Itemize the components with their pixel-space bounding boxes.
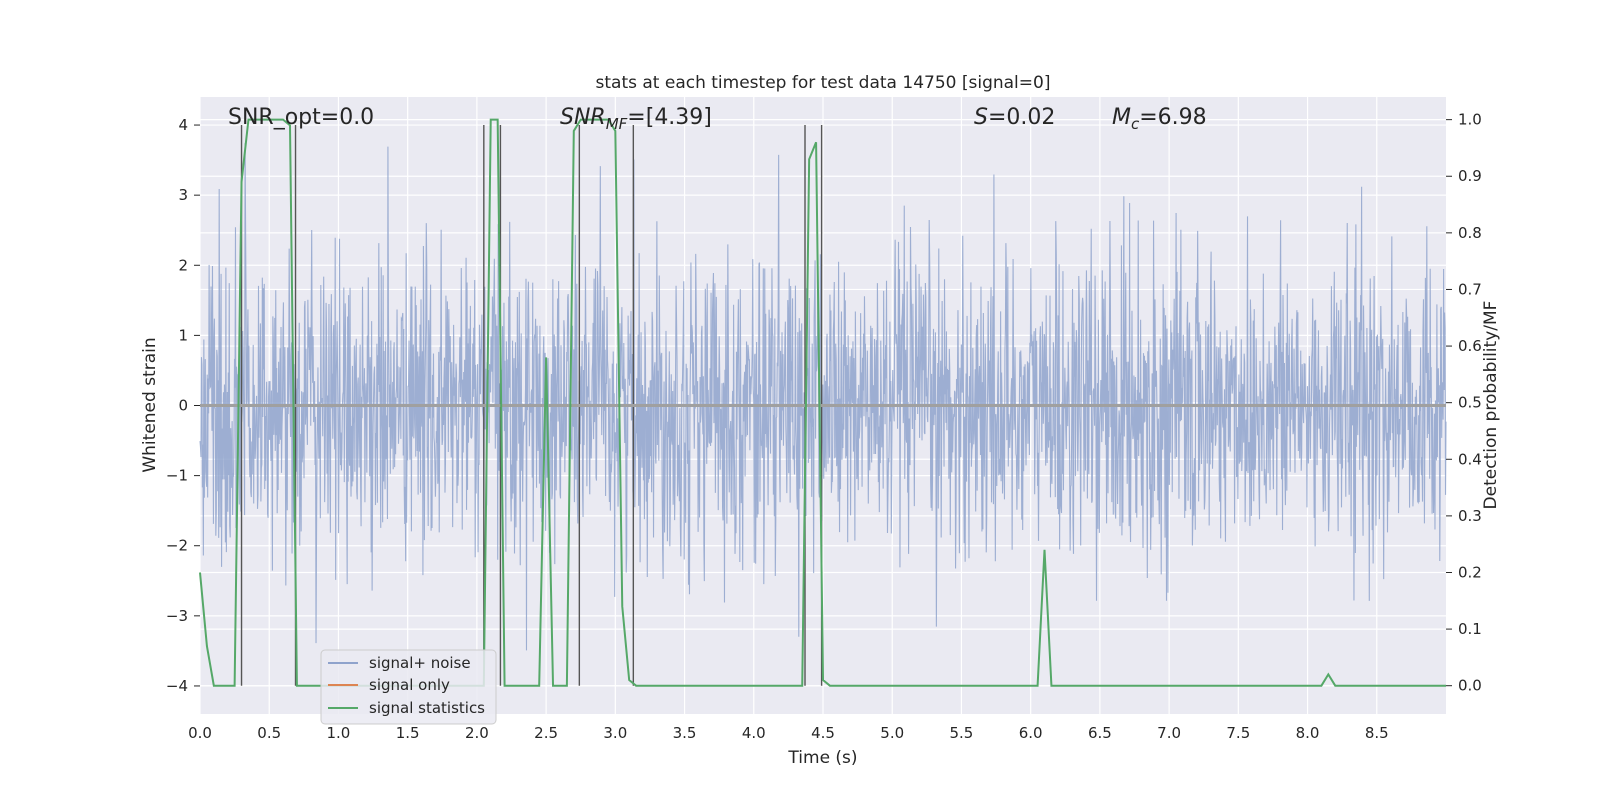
mc-prefix: M [1112, 105, 1131, 130]
x-tick-label: 6.5 [1088, 724, 1112, 742]
y-right-tick-label: 0.2 [1458, 563, 1482, 581]
x-tick-label: 4.5 [811, 724, 835, 742]
x-tick-label: 3.5 [673, 724, 697, 742]
y-tick-label: 1 [178, 326, 188, 344]
x-tick-label: 3.0 [603, 724, 627, 742]
x-axis-ticks: 0.0 0.5 1.0 1.5 2.0 2.5 3.0 3.5 4.0 4.5 5.0 5.5 6.0 6… [188, 724, 1389, 742]
y-tick-label: 0 [178, 397, 188, 415]
x-tick-label: 5.5 [950, 724, 974, 742]
y-tick-label: −3 [166, 607, 188, 625]
legend-label-noise: signal+ noise [369, 654, 471, 672]
s-annotation: S=0.02 [974, 105, 1055, 130]
y-right-tick-label: 1.0 [1458, 111, 1482, 129]
snr-mf-prefix: SNR [560, 105, 606, 130]
legend-label-stats: signal statistics [369, 699, 485, 717]
statistics-series [199, 118, 1446, 687]
snr-mf-value: =[4.39] [627, 105, 712, 130]
y-tick-label: −2 [166, 537, 188, 555]
x-tick-label: 6.0 [1019, 724, 1043, 742]
x-tick-label: 0.5 [257, 724, 281, 742]
x-tick-label: 4.0 [742, 724, 766, 742]
y-right-tick-label: 0.4 [1458, 450, 1482, 468]
x-tick-label: 8.0 [1296, 724, 1320, 742]
legend-box [320, 649, 497, 725]
x-tick-label: 2.5 [534, 724, 558, 742]
y-right-tick-label: 0.8 [1458, 224, 1482, 242]
y-right-axis-label: Detection probability/MF [1481, 301, 1501, 510]
y-right-tick-label: 0.5 [1458, 394, 1482, 412]
mc-value: =6.98 [1139, 105, 1206, 130]
y-axis-ticks: 4 3 2 1 0 −1 −2 −3 −4 [166, 116, 200, 695]
y-right-axis-ticks: 1.0 0.9 0.8 0.7 0.6 0.5 0.4 0.3 0.2 0.1 0.0 [1446, 111, 1482, 695]
s-prefix: S [974, 105, 988, 130]
noise-line [199, 143, 1447, 651]
y-right-tick-label: 0.0 [1458, 677, 1482, 695]
x-tick-label: 2.0 [465, 724, 489, 742]
y-right-tick-label: 0.1 [1458, 620, 1482, 638]
snr-mf-subscript: MF [606, 115, 628, 133]
statistics-line [199, 118, 1446, 687]
chart-title: stats at each timestep for test data 147… [596, 73, 1051, 93]
x-tick-label: 5.0 [880, 724, 904, 742]
y-tick-label: 4 [178, 116, 188, 134]
x-tick-label: 1.5 [396, 724, 420, 742]
legend-label-signal: signal only [369, 676, 450, 694]
x-tick-label: 1.0 [327, 724, 351, 742]
y-tick-label: 2 [178, 256, 188, 274]
x-tick-label: 7.0 [1157, 724, 1181, 742]
legend: signal+ noise signal only signal statist… [320, 649, 497, 725]
y-right-tick-label: 0.3 [1458, 507, 1482, 525]
y-tick-label: −1 [166, 467, 188, 485]
y-axis-label: Whitened strain [140, 337, 160, 472]
x-tick-label: 7.5 [1226, 724, 1250, 742]
x-tick-label: 0.0 [188, 724, 212, 742]
y-right-tick-label: 0.9 [1458, 167, 1482, 185]
snr-mf-annotation: SNRMF=[4.39] [560, 105, 712, 133]
mc-annotation: Mc=6.98 [1112, 105, 1207, 133]
s-value: =0.02 [988, 105, 1055, 130]
y-right-tick-label: 0.7 [1458, 280, 1482, 298]
snr-opt-annotation: SNR_opt=0.0 [228, 105, 374, 130]
noise-series [199, 143, 1447, 651]
y-right-tick-label: 0.6 [1458, 337, 1482, 355]
mc-subscript: c [1131, 115, 1140, 133]
y-tick-label: −4 [166, 677, 188, 695]
y-tick-label: 3 [178, 186, 188, 204]
x-axis-label: Time (s) [787, 748, 857, 768]
x-tick-label: 8.5 [1365, 724, 1389, 742]
